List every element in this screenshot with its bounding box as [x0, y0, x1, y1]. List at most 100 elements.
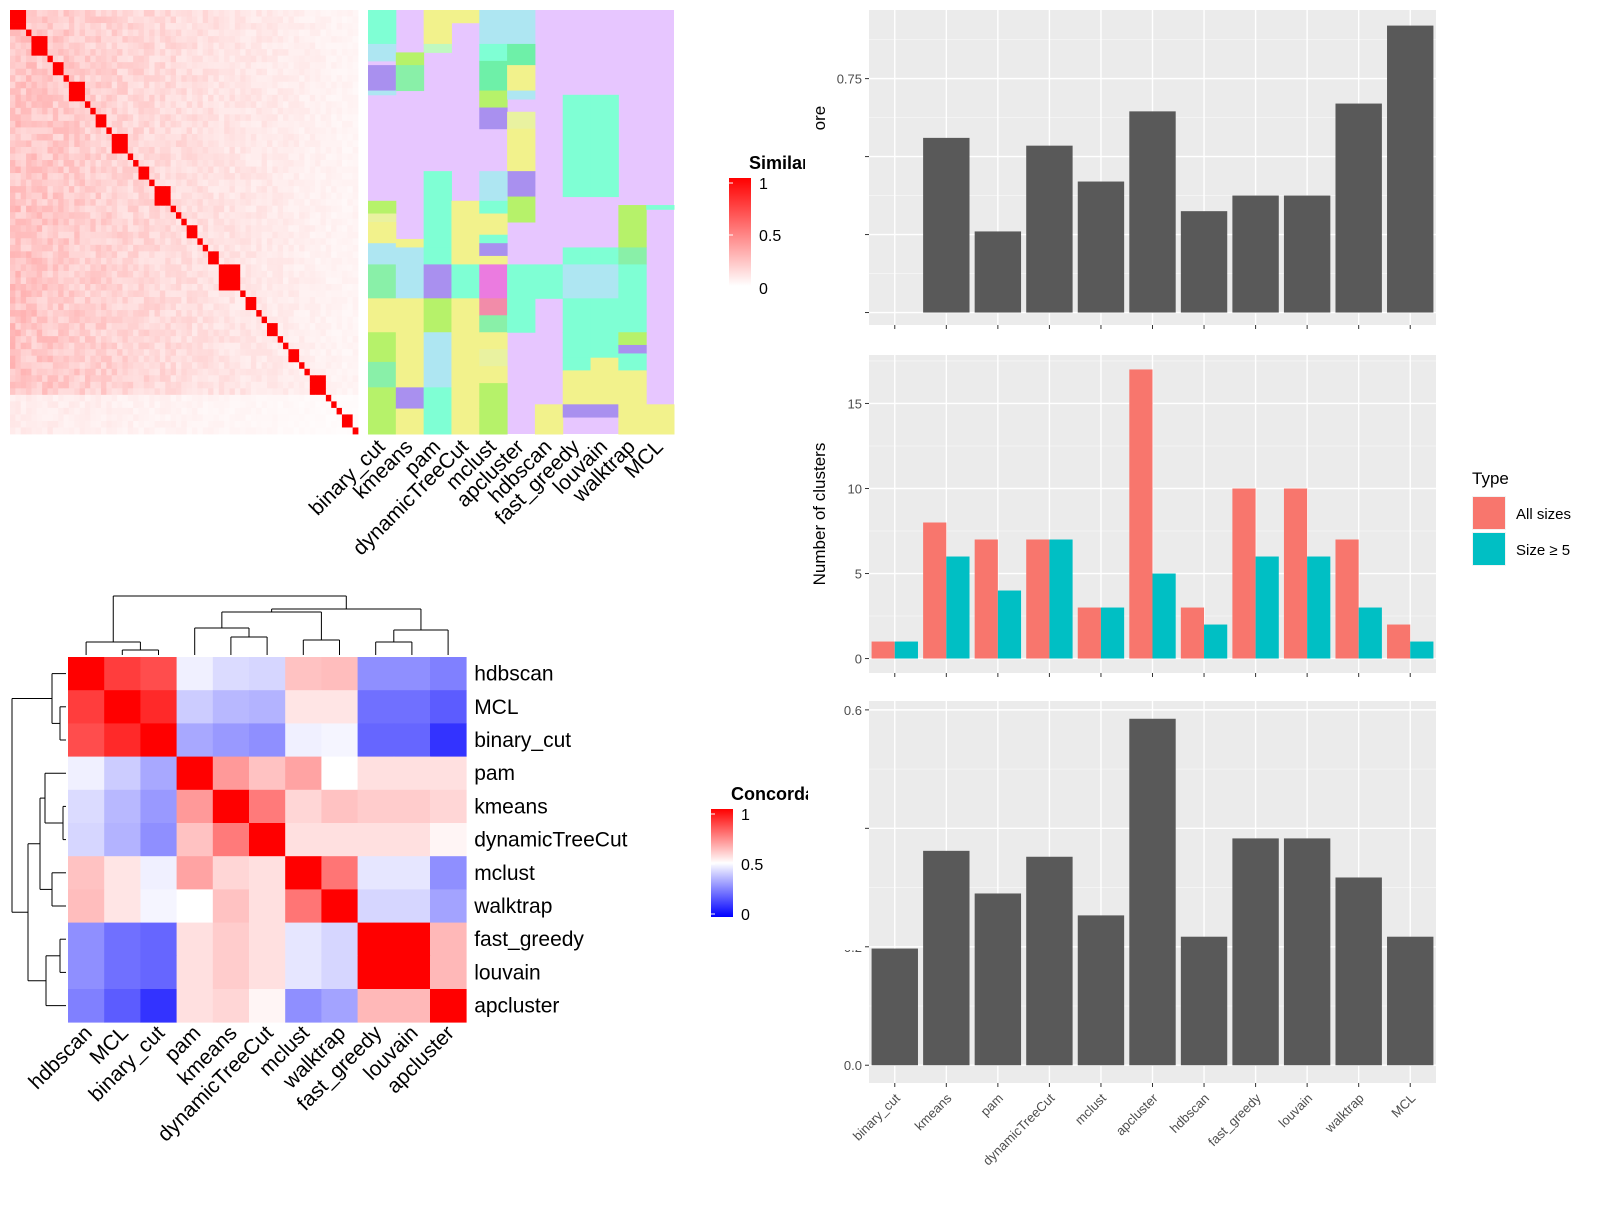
- similarity-cell: [84, 114, 91, 122]
- similarity-cell: [154, 212, 161, 220]
- cluster-membership-heatmap: binary_cutkmeanspamdynamicTreeCutmclusta…: [305, 10, 675, 560]
- similarity-cell: [288, 342, 295, 350]
- similarity-cell: [304, 186, 311, 194]
- similarity-cell: [154, 290, 161, 298]
- similarity-cell: [250, 88, 257, 96]
- cluster-segment: [618, 247, 647, 265]
- similarity-cell: [84, 75, 91, 83]
- similarity-cell: [175, 218, 182, 226]
- similarity-cell: [133, 336, 139, 344]
- similarity-cell: [250, 231, 257, 239]
- similarity-cell: [229, 297, 236, 304]
- similarity-cell: [186, 238, 193, 246]
- similarity-cell: [245, 29, 252, 37]
- similarity-cell: [234, 349, 241, 357]
- similarity-cell: [127, 342, 134, 350]
- similarity-cell: [315, 427, 321, 435]
- similarity-cell: [36, 231, 43, 239]
- similarity-cell: [256, 336, 263, 344]
- similarity-cell: [192, 238, 198, 246]
- similarity-cell: [336, 49, 343, 57]
- similarity-cell: [52, 375, 59, 383]
- similarity-cell: [309, 16, 316, 24]
- similarity-cell: [63, 303, 70, 311]
- similarity-cell: [127, 29, 134, 37]
- similarity-cell: [272, 427, 279, 435]
- similarity-cell: [170, 81, 177, 89]
- similarity-cell: [84, 401, 91, 409]
- similarity-cell: [250, 212, 257, 220]
- similarity-cell: [283, 394, 289, 402]
- similarity-cell: [101, 140, 107, 148]
- similarity-cell: [336, 349, 343, 357]
- similarity-cell: [240, 218, 246, 226]
- similarity-cell: [133, 407, 139, 415]
- similarity-cell: [15, 23, 22, 30]
- similarity-cell: [170, 362, 177, 370]
- similarity-cell: [106, 68, 113, 76]
- similarity-cell: [192, 114, 198, 122]
- similarity-cell: [288, 362, 295, 370]
- similarity-cell: [218, 166, 225, 174]
- similarity-cell: [202, 114, 209, 122]
- similarity-cell: [234, 251, 241, 259]
- similarity-cell: [31, 94, 38, 102]
- similarity-cell: [170, 120, 177, 128]
- similarity-cell: [95, 94, 102, 102]
- similarity-cell: [336, 140, 343, 148]
- similarity-cell: [165, 336, 172, 344]
- similarity-cell: [95, 81, 102, 89]
- similarity-cell: [133, 401, 139, 409]
- similarity-cell: [229, 68, 236, 76]
- similarity-cell: [52, 218, 59, 226]
- similarity-cell: [20, 173, 27, 180]
- similarity-cell: [240, 342, 246, 350]
- similarity-cell: [224, 94, 230, 102]
- similarity-cell: [74, 55, 80, 63]
- similarity-cell: [10, 68, 16, 76]
- similarity-cell: [47, 36, 54, 44]
- concordance-cell: [321, 989, 358, 1023]
- cluster-segment: [562, 357, 592, 371]
- similarity-cell: [159, 199, 166, 207]
- similarity-cell: [277, 290, 284, 298]
- similarity-cell: [111, 173, 118, 180]
- similarity-cell: [74, 10, 80, 17]
- similarity-cell: [68, 153, 75, 161]
- similarity-cell: [347, 238, 354, 246]
- concordance-cell: [285, 723, 322, 757]
- similarity-cell: [143, 140, 150, 148]
- similarity-cell: [181, 107, 188, 115]
- similarity-cell: [170, 394, 177, 402]
- similarity-cell: [299, 107, 305, 115]
- similarity-cell: [175, 244, 182, 252]
- similarity-cell: [170, 388, 177, 396]
- similarity-cell: [331, 329, 337, 337]
- similarity-cell: [149, 420, 155, 428]
- similarity-cell: [315, 394, 321, 402]
- similarity-cell: [250, 16, 257, 24]
- similarity-cell: [218, 133, 225, 141]
- similarity-cell: [331, 23, 337, 30]
- similarity-cell: [304, 42, 311, 50]
- similarity-cell: [202, 81, 209, 89]
- cluster-segment: [423, 264, 452, 299]
- similarity-cell: [261, 420, 268, 428]
- similarity-cell: [325, 349, 332, 357]
- similarity-cell: [36, 160, 43, 167]
- similarity-cell: [122, 329, 129, 337]
- similarity-cell: [224, 62, 230, 70]
- similarity-cell: [117, 342, 123, 350]
- similarity-cell: [347, 114, 354, 122]
- similarity-cell: [143, 160, 150, 167]
- similarity-cell: [331, 362, 337, 370]
- similarity-cell: [272, 355, 279, 363]
- similarity-cell: [299, 146, 305, 154]
- similarity-cell: [315, 173, 321, 180]
- concordance-cell: [212, 690, 250, 724]
- similarity-cell: [149, 55, 155, 63]
- similarity-cell: [261, 29, 268, 37]
- similarity-cell: [58, 310, 64, 317]
- similarity-cell: [347, 42, 354, 50]
- similarity-cell: [186, 192, 193, 200]
